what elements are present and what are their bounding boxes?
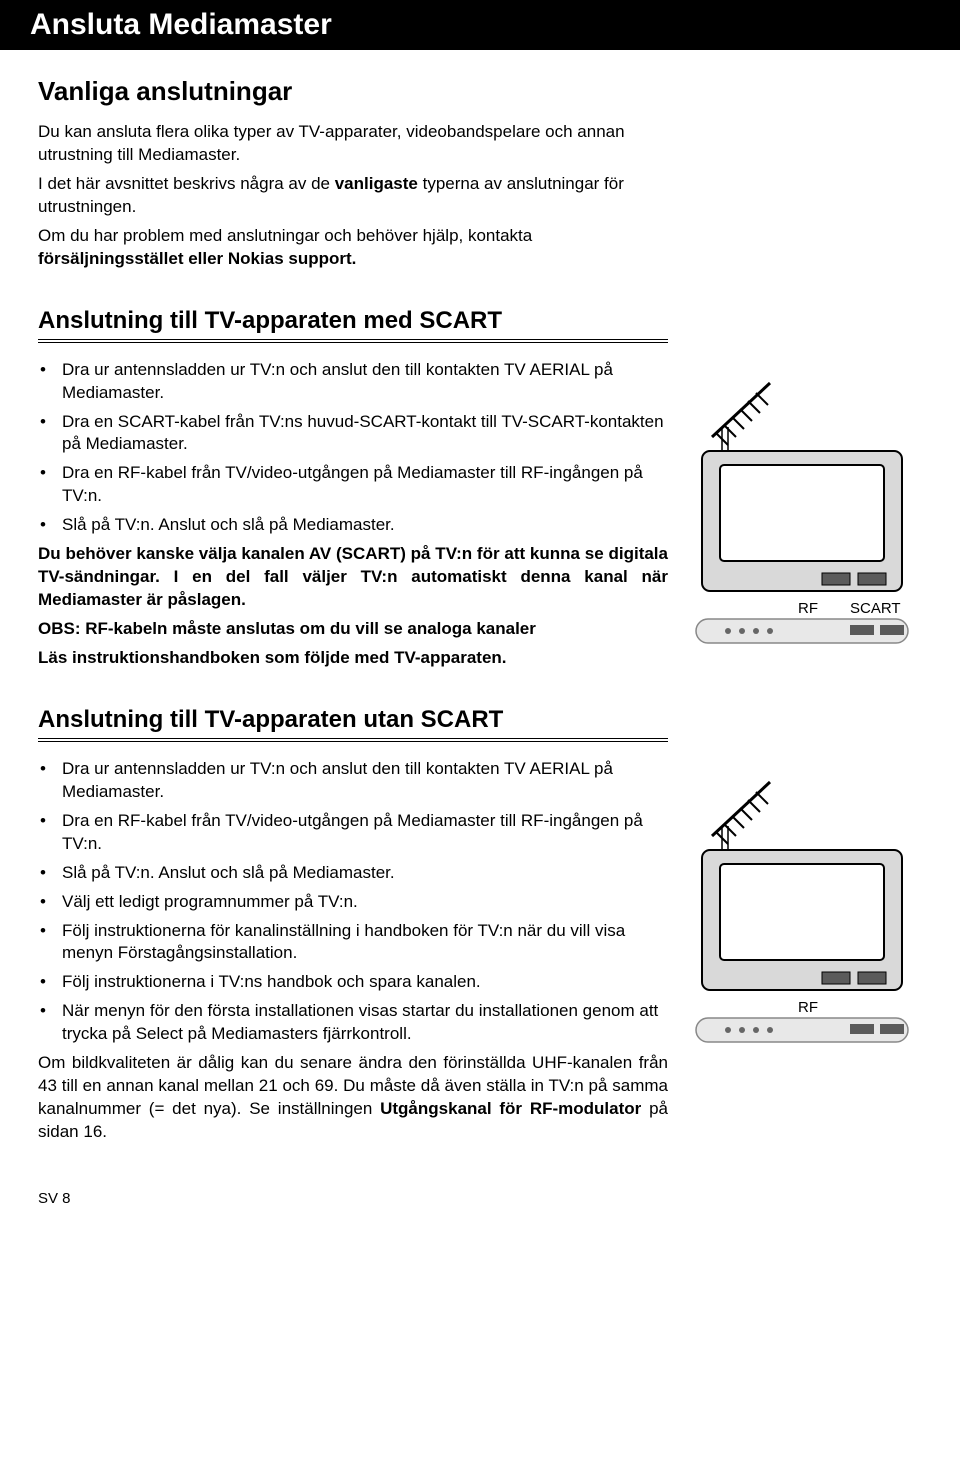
section1-list: Dra ur antennsladden ur TV:n och anslut …	[38, 359, 668, 538]
list-item: Dra ur antennsladden ur TV:n och anslut …	[38, 359, 668, 405]
section1-body: Dra ur antennsladden ur TV:n och anslut …	[38, 359, 668, 676]
list-item: Dra en RF-kabel från TV/video-utgången p…	[38, 810, 668, 856]
section2-para: Om bildkvaliteten är dålig kan du senare…	[38, 1052, 668, 1144]
intro-p2-bold: vanligaste	[335, 174, 418, 193]
section1-read: Läs instruktionshandboken som följde med…	[38, 647, 668, 670]
section2-body: Dra ur antennsladden ur TV:n och anslut …	[38, 758, 668, 1150]
intro-p3: Om du har problem med anslutningar och b…	[38, 225, 668, 271]
diagram-scart: RF SCART	[682, 359, 922, 649]
label-rf: RF	[798, 600, 818, 617]
tv-diagram-icon: RF	[682, 778, 922, 1048]
section2-para-bold: Utgångskanal för RF-modulator	[380, 1099, 641, 1118]
page-footer: SV 8	[0, 1150, 960, 1207]
list-item: Slå på TV:n. Anslut och slå på Mediamast…	[38, 514, 668, 537]
intro-subhead: Vanliga anslutningar	[38, 76, 668, 107]
list-item: När menyn för den första installationen …	[38, 1000, 668, 1046]
list-item: Dra en SCART-kabel från TV:ns huvud-SCAR…	[38, 411, 668, 457]
section2-list: Dra ur antennsladden ur TV:n och anslut …	[38, 758, 668, 1046]
intro-p3-bold: försäljningsstället eller Nokias support…	[38, 249, 356, 268]
section1-obs: OBS: RF-kabeln måste anslutas om du vill…	[38, 618, 668, 641]
label-rf: RF	[798, 999, 818, 1016]
section2-title: Anslutning till TV-apparaten utan SCART	[38, 706, 668, 742]
section1-title: Anslutning till TV-apparaten med SCART	[38, 307, 668, 343]
intro-p2: I det här avsnittet beskrivs några av de…	[38, 173, 668, 219]
diagram-rf: RF	[682, 758, 922, 1048]
list-item: Dra en RF-kabel från TV/video-utgången p…	[38, 462, 668, 508]
list-item: Välj ett ledigt programnummer på TV:n.	[38, 891, 668, 914]
section1-bold-para: Du behöver kanske välja kanalen AV (SCAR…	[38, 543, 668, 612]
intro-p3-a: Om du har problem med anslutningar och b…	[38, 226, 532, 245]
intro-p2-a: I det här avsnittet beskrivs några av de	[38, 174, 335, 193]
page-header: Ansluta Mediamaster	[0, 0, 960, 50]
list-item: Dra ur antennsladden ur TV:n och anslut …	[38, 758, 668, 804]
list-item: Följ instruktionerna i TV:ns handbok och…	[38, 971, 668, 994]
intro-p1: Du kan ansluta flera olika typer av TV-a…	[38, 121, 668, 167]
label-scart: SCART	[850, 600, 901, 617]
intro-block: Vanliga anslutningar Du kan ansluta fler…	[38, 76, 668, 277]
list-item: Slå på TV:n. Anslut och slå på Mediamast…	[38, 862, 668, 885]
tv-diagram-icon: RF SCART	[682, 379, 922, 649]
list-item: Följ instruktionerna för kanalinställnin…	[38, 920, 668, 966]
